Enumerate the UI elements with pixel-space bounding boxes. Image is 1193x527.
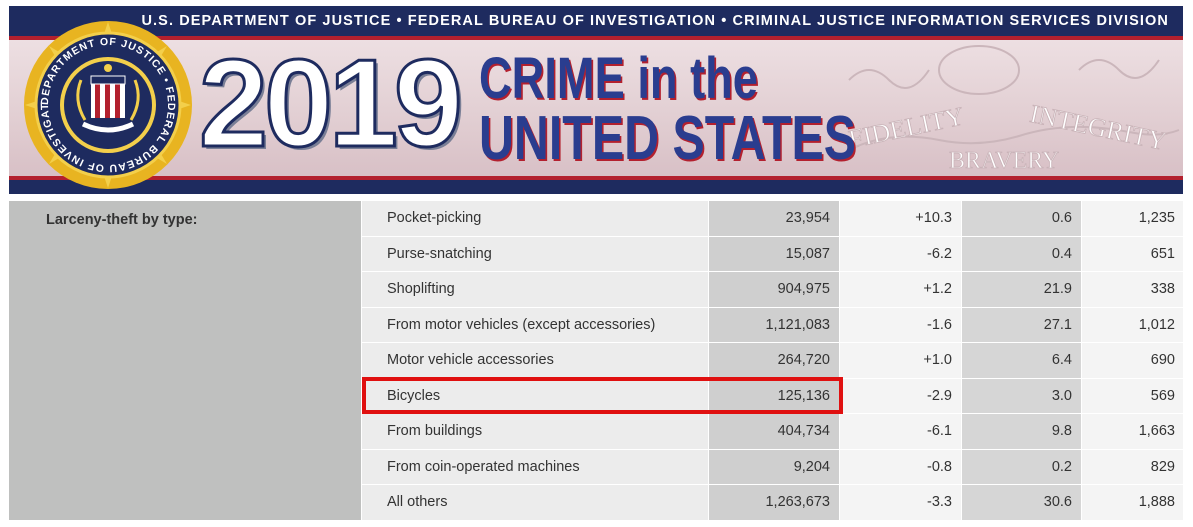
cell-value: 9,204 [708, 449, 839, 485]
cell-value: -3.3 [839, 485, 961, 521]
table-row: All others 1,263,673 -3.3 30.6 1,888 [9, 485, 1183, 521]
cell-value: +1.0 [839, 343, 961, 379]
cell-value: 0.4 [961, 236, 1081, 272]
cell-value: 651 [1081, 236, 1183, 272]
cell-value: 829 [1081, 449, 1183, 485]
banner-red-stripe-top [9, 36, 1183, 40]
table-row: Motor vehicle accessories 264,720 +1.0 6… [9, 343, 1183, 379]
table-row: Purse-snatching 15,087 -6.2 0.4 651 [9, 236, 1183, 272]
banner-navy-stripe-bottom [9, 180, 1183, 194]
cell-value: 30.6 [961, 485, 1081, 521]
table-row: From motor vehicles (except accessories)… [9, 307, 1183, 343]
table-row: From coin-operated machines 9,204 -0.8 0… [9, 449, 1183, 485]
cell-value: 6.4 [961, 343, 1081, 379]
cell-value: 0.2 [961, 449, 1081, 485]
report-year: 2019 [198, 35, 465, 173]
row-label: From motor vehicles (except accessories) [362, 307, 708, 343]
row-label: From coin-operated machines [362, 449, 708, 485]
table-row-bicycles: Bicycles 125,136 -2.9 3.0 569 [9, 378, 1183, 414]
report-banner: U.S. DEPARTMENT OF JUSTICE • FEDERAL BUR… [9, 6, 1183, 194]
cell-value: +1.2 [839, 272, 961, 308]
cell-value: 21.9 [961, 272, 1081, 308]
cell-value: 569 [1081, 378, 1183, 414]
banner-red-stripe-bottom [9, 176, 1183, 180]
motto-word: FIDELITY [846, 101, 967, 154]
report-title-line2: UNITED STATES [479, 104, 857, 173]
cell-value: 690 [1081, 343, 1183, 379]
row-label: From buildings [362, 414, 708, 450]
category-label: Larceny-theft by type: [9, 201, 362, 521]
cell-value: 264,720 [708, 343, 839, 379]
cell-value: -1.6 [839, 307, 961, 343]
motto-watermark: FIDELITY BRAVERY INTEGRITY [846, 45, 1180, 174]
row-label: Shoplifting [362, 272, 708, 308]
cell-value: 23,954 [708, 201, 839, 237]
cell-value: 1,263,673 [708, 485, 839, 521]
cell-value: -6.2 [839, 236, 961, 272]
cell-value: -6.1 [839, 414, 961, 450]
cell-value: 9.8 [961, 414, 1081, 450]
cell-value: 15,087 [708, 236, 839, 272]
larceny-theft-table: Larceny-theft by type: Pocket-picking 23… [9, 201, 1183, 521]
cell-value: -2.9 [839, 378, 961, 414]
report-title-line1: CRIME in the [479, 46, 758, 111]
cell-value: -0.8 [839, 449, 961, 485]
cell-value: 1,663 [1081, 414, 1183, 450]
cell-value: 1,121,083 [708, 307, 839, 343]
table-row: Shoplifting 904,975 +1.2 21.9 338 [9, 272, 1183, 308]
cell-value: 0.6 [961, 201, 1081, 237]
row-label: Purse-snatching [362, 236, 708, 272]
banner-background [9, 40, 1183, 176]
cell-value: 904,975 [708, 272, 839, 308]
report-title: CRIME in the UNITED STATES [479, 50, 856, 170]
cell-value: 1,888 [1081, 485, 1183, 521]
cell-value: 404,734 [708, 414, 839, 450]
cell-value: +10.3 [839, 201, 961, 237]
cell-value: 125,136 [708, 378, 839, 414]
table-row: From buildings 404,734 -6.1 9.8 1,663 [9, 414, 1183, 450]
row-label: All others [362, 485, 708, 521]
row-label: Pocket-picking [362, 201, 708, 237]
cell-value: 1,235 [1081, 201, 1183, 237]
row-label: Bicycles [362, 378, 708, 414]
fbi-seal-icon: DEPARTMENT OF JUSTICE • FEDERAL BUREAU O… [23, 20, 192, 189]
table-row: Larceny-theft by type: Pocket-picking 23… [9, 201, 1183, 521]
row-label: Motor vehicle accessories [362, 343, 708, 379]
motto-word: BRAVERY [949, 148, 1059, 174]
cell-value: 27.1 [961, 307, 1081, 343]
cell-value: 338 [1081, 272, 1183, 308]
agency-line: U.S. DEPARTMENT OF JUSTICE • FEDERAL BUR… [9, 6, 1183, 36]
cell-value: 1,012 [1081, 307, 1183, 343]
cell-value: 3.0 [961, 378, 1081, 414]
